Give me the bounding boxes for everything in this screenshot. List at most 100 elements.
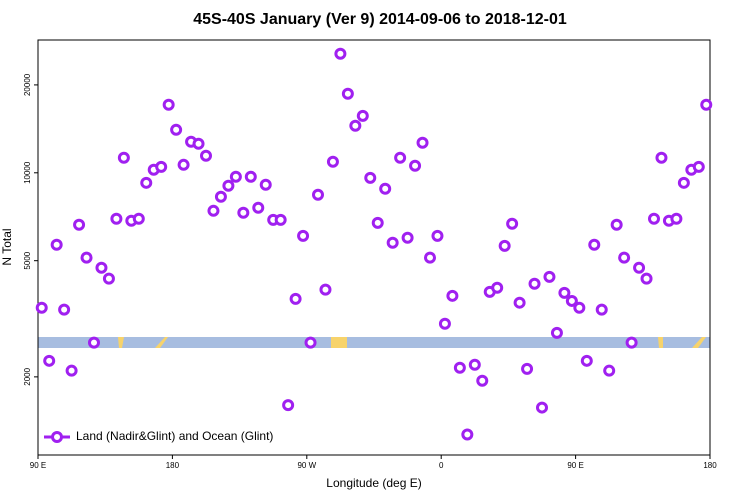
- point: [162, 98, 175, 111]
- point: [326, 155, 339, 168]
- point: [513, 296, 526, 309]
- point: [603, 364, 616, 377]
- point: [424, 251, 436, 264]
- point: [543, 270, 556, 283]
- point: [117, 151, 130, 164]
- point: [229, 170, 242, 183]
- point: [401, 231, 414, 244]
- point: [289, 292, 302, 305]
- point: [88, 336, 100, 349]
- point: [580, 354, 593, 367]
- point: [132, 212, 145, 225]
- point: [476, 374, 489, 387]
- point: [431, 229, 444, 242]
- y-tick-label: 10000: [23, 161, 32, 184]
- point: [155, 160, 168, 173]
- point: [498, 239, 511, 252]
- y-tick-label: 2000: [23, 367, 32, 385]
- point: [461, 428, 474, 441]
- point: [438, 317, 451, 330]
- point: [573, 301, 586, 314]
- point: [521, 362, 534, 375]
- point: [274, 213, 287, 226]
- plot-frame: [37, 39, 711, 456]
- point: [214, 190, 227, 203]
- point: [648, 212, 660, 225]
- point: [349, 119, 362, 132]
- point: [610, 218, 623, 231]
- point: [140, 176, 153, 189]
- point: [102, 272, 115, 285]
- point: [95, 261, 108, 274]
- point: [670, 212, 683, 225]
- point: [297, 229, 310, 242]
- point: [244, 170, 257, 183]
- point: [170, 123, 183, 136]
- point: [491, 281, 504, 294]
- point: [200, 149, 212, 162]
- point: [588, 238, 601, 251]
- point: [80, 251, 93, 264]
- point: [341, 87, 354, 100]
- point: [528, 277, 541, 290]
- y-tick-label: 20000: [23, 73, 32, 96]
- point: [222, 179, 235, 192]
- point: [468, 358, 481, 371]
- point: [550, 326, 563, 339]
- point: [640, 272, 653, 285]
- point: [692, 160, 705, 173]
- x-tick-label: 0: [439, 461, 444, 470]
- point: [416, 136, 429, 149]
- chart-title: 45S-40S January (Ver 9) 2014-09-06 to 20…: [193, 11, 567, 28]
- point: [677, 176, 690, 189]
- point: [371, 216, 384, 229]
- point: [58, 303, 71, 316]
- point: [446, 289, 459, 302]
- x-tick-label: 90 W: [297, 461, 316, 470]
- point: [50, 238, 63, 251]
- point: [192, 137, 205, 150]
- point: [386, 236, 399, 249]
- point: [379, 182, 392, 195]
- point: [655, 151, 668, 164]
- y-tick-label: 5000: [23, 251, 32, 269]
- x-tick-label: 90 E: [30, 461, 46, 470]
- point: [633, 261, 646, 274]
- point: [65, 364, 78, 377]
- x-tick-label: 90 E: [567, 461, 583, 470]
- point: [282, 399, 295, 412]
- point: [595, 303, 608, 316]
- legend-label: Land (Nadir&Glint) and Ocean (Glint): [76, 429, 273, 443]
- point: [364, 171, 377, 184]
- x-tick-label: 180: [166, 461, 180, 470]
- point: [506, 217, 519, 230]
- point: [207, 204, 220, 217]
- point: [558, 286, 571, 299]
- point: [394, 151, 407, 164]
- point: [73, 218, 86, 231]
- legend-swatch: [51, 431, 63, 443]
- point: [618, 251, 631, 264]
- point: [35, 301, 48, 314]
- point: [565, 294, 578, 307]
- point: [319, 283, 332, 296]
- point: [409, 159, 422, 172]
- point: [625, 336, 638, 349]
- point: [237, 206, 250, 219]
- point: [110, 212, 123, 225]
- point: [43, 354, 56, 367]
- x-axis-label: Longitude (deg E): [326, 476, 421, 490]
- x-tick-label: 180: [703, 461, 717, 470]
- point: [177, 158, 190, 171]
- map-strip: [38, 337, 710, 348]
- point: [334, 47, 347, 60]
- point: [312, 188, 324, 201]
- point: [252, 201, 265, 214]
- point: [304, 336, 317, 349]
- point: [259, 178, 272, 191]
- point: [453, 361, 466, 374]
- point: [356, 109, 369, 122]
- point: [700, 98, 713, 111]
- point: [536, 401, 548, 414]
